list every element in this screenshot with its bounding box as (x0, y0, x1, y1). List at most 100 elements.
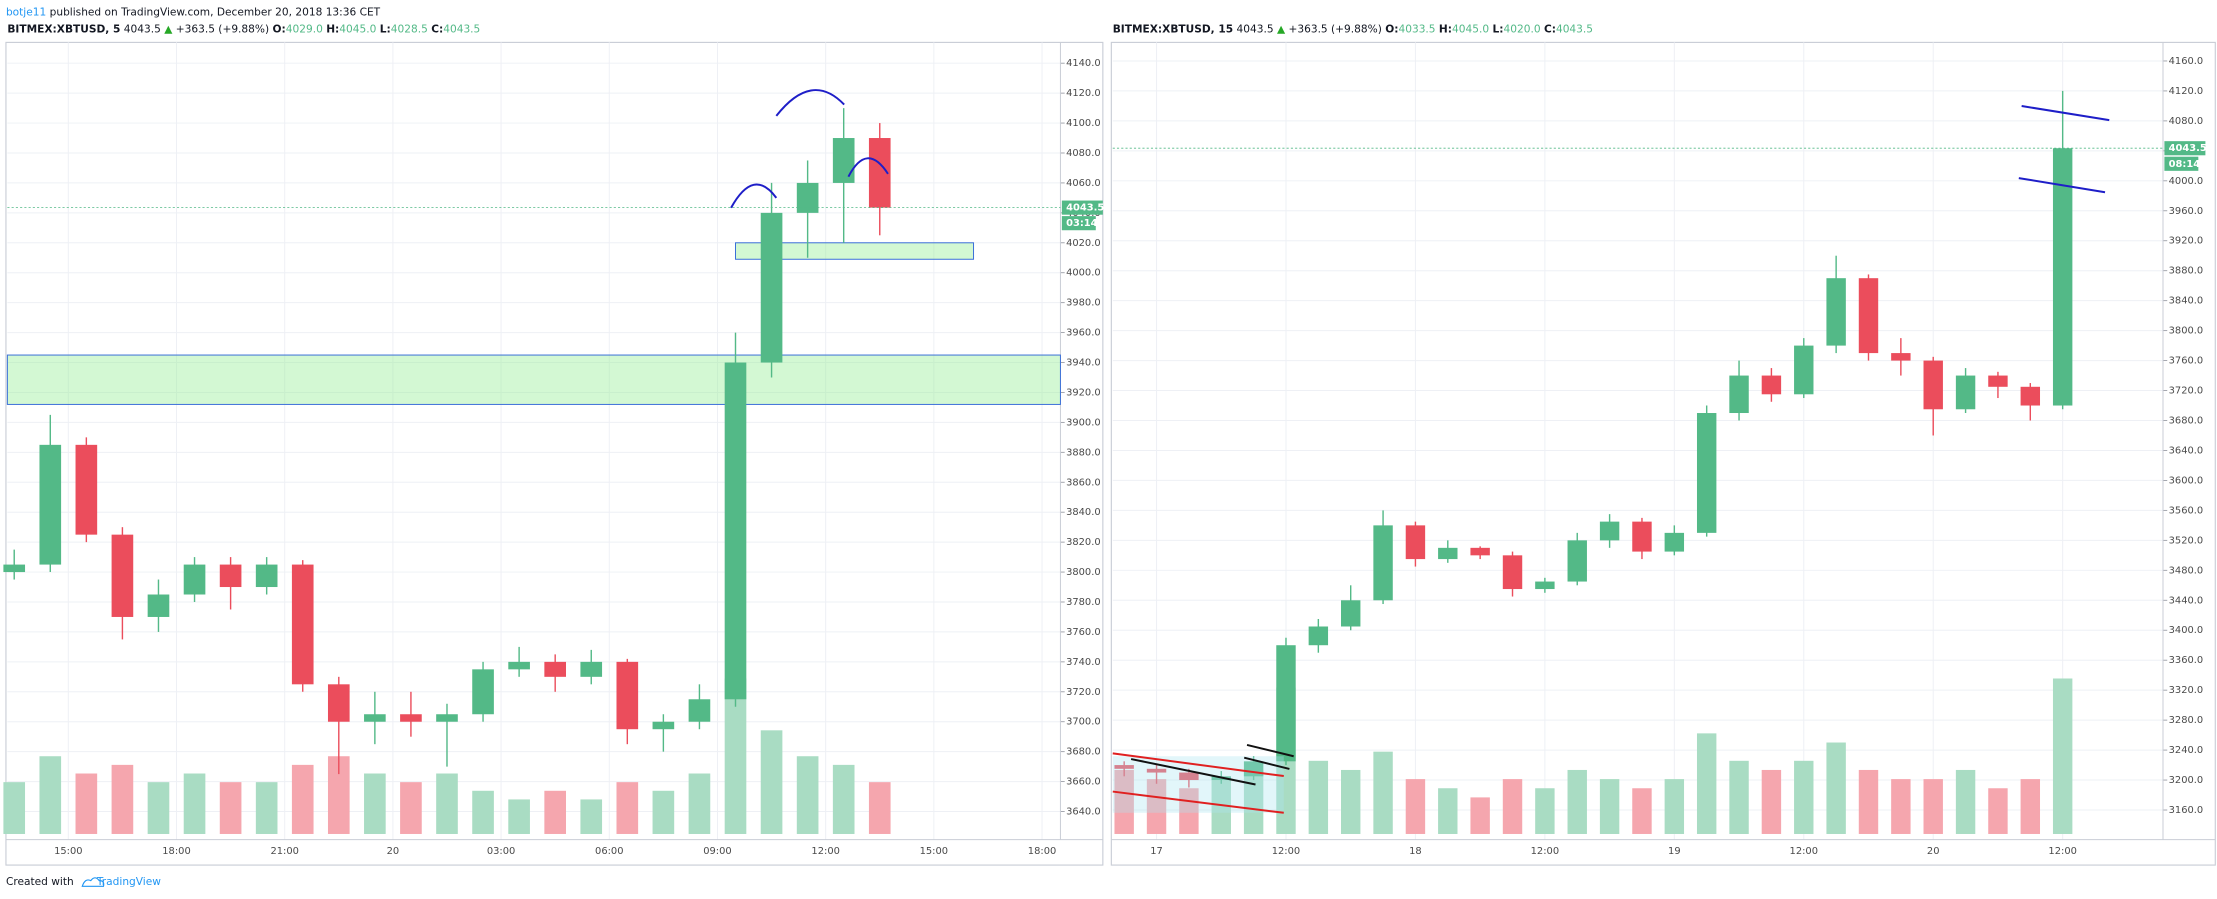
y-tick-label: 3920.0 (1066, 387, 1101, 398)
candle-body (400, 714, 422, 722)
volume-bar (1114, 769, 1134, 834)
y-tick-label: 3800.0 (1066, 567, 1101, 578)
candle-body (1923, 360, 1943, 410)
y-tick-label: 3720.0 (2169, 386, 2204, 397)
countdown-box (1061, 216, 1096, 231)
candle-body (544, 661, 567, 677)
legend-change: +363.5 (+9.88%) (1288, 24, 1381, 36)
volume-bar (1729, 760, 1749, 834)
volume-bar (75, 773, 98, 834)
volume-bar (760, 730, 783, 834)
candle-body (183, 564, 206, 595)
candle-body (1858, 278, 1879, 354)
candle-body (1308, 626, 1329, 646)
candle-body (1794, 345, 1814, 395)
candle-body (39, 444, 62, 565)
volume-bar (688, 773, 711, 834)
candle-body (472, 669, 494, 715)
candle-body (2052, 148, 2073, 406)
volume-bar (724, 678, 747, 834)
countdown-label: 08:14 (2169, 159, 2201, 170)
candle-body (1502, 555, 1523, 590)
volume-bar (1599, 779, 1620, 834)
y-tick-label: 4000.0 (1066, 268, 1101, 279)
y-tick-label: 3360.0 (2169, 655, 2204, 666)
candle-body (327, 684, 350, 722)
candle-body (1276, 645, 1296, 762)
volume-bar (652, 790, 675, 834)
legend-arrow: ▲ (164, 24, 173, 36)
volume-bar (1211, 779, 1231, 834)
header-text: published on TradingView.com, December 2… (50, 7, 381, 19)
y-tick-label: 3560.0 (2169, 505, 2204, 516)
legend-last: 4043.5 (124, 24, 161, 36)
candle-body (1891, 353, 1911, 361)
volume-bar (472, 790, 494, 834)
y-tick-label: 3760.0 (1066, 627, 1101, 638)
header: botje11 published on TradingView.com, De… (6, 7, 381, 19)
y-tick-label: 3840.0 (1066, 507, 1101, 518)
y-tick-label: 3280.0 (2169, 715, 2204, 726)
countdown-box (2164, 156, 2199, 171)
y-tick-label: 3800.0 (2169, 326, 2204, 337)
x-tick-label: 12:00 (2048, 846, 2076, 857)
volume-bar (291, 764, 314, 834)
candle-body (1567, 540, 1587, 582)
legend-item-value: 4020.0 (1503, 24, 1540, 36)
volume-bar (1502, 779, 1523, 834)
candle-body (2020, 386, 2041, 406)
zone (735, 242, 975, 260)
volume-bar (183, 773, 206, 834)
candle-body (796, 182, 819, 213)
legend-item-label: C: (431, 24, 443, 36)
y-tick-label: 4120.0 (1066, 88, 1101, 99)
drawings (730, 89, 2110, 814)
trend-line (2018, 177, 2106, 194)
footer: Created with TradingView (6, 876, 161, 888)
last-price-box (2164, 141, 2206, 156)
last-price-box (1061, 200, 1103, 215)
legend-item-value: 4043.5 (1556, 24, 1593, 36)
last-price-label: 4043.5 (1066, 203, 1104, 214)
x-tick-label: 06:00 (595, 846, 623, 857)
y-tick-label: 3400.0 (2169, 625, 2204, 636)
volume-bar (868, 782, 891, 834)
candle-body (1340, 600, 1361, 627)
legend-item-value: 4045.0 (339, 24, 376, 36)
candle-body (291, 564, 314, 685)
legend-item-value: 4043.5 (443, 24, 480, 36)
volume-bar (508, 799, 530, 834)
legend-item-label: C: (1544, 24, 1556, 36)
legend-item-label: H: (326, 24, 339, 36)
candle-body (1179, 772, 1199, 781)
y-tick-label: 3880.0 (1066, 447, 1101, 458)
x-tick-label: 19 (1668, 846, 1681, 857)
y-tick-label: 3440.0 (2169, 595, 2204, 606)
author[interactable]: botje11 (6, 7, 46, 19)
x-tick-label: 15:00 (54, 846, 82, 857)
brand[interactable]: TradingView (96, 876, 161, 888)
x-tick-label: 12:00 (1272, 846, 1300, 857)
arc-drawing (730, 183, 778, 209)
legend-item-value: 4045.0 (1452, 24, 1489, 36)
candle-body (1373, 525, 1393, 601)
volume-bar (3, 782, 26, 834)
candle-body (1696, 413, 1717, 533)
volume-bar (1696, 733, 1717, 834)
legend: BITMEX:XBTUSD, 15 4043.5 ▲ +363.5 (+9.88… (1113, 24, 1593, 36)
x-tick-label: 18:00 (1028, 846, 1056, 857)
volume-bar (580, 799, 603, 834)
legend-item-label: L: (1492, 24, 1503, 36)
y-tick-label: 3200.0 (2169, 775, 2204, 786)
candle-body (1535, 581, 1555, 590)
x-tick-label: 03:00 (487, 846, 515, 857)
candle-body (1729, 375, 1749, 414)
volume-bar (1664, 779, 1685, 834)
x-tick-label: 17 (1150, 846, 1163, 857)
legend-item-value: 4029.0 (286, 24, 323, 36)
y-tick-label: 3680.0 (2169, 416, 2204, 427)
candle-body (1632, 521, 1652, 552)
volume-bar (39, 756, 62, 834)
